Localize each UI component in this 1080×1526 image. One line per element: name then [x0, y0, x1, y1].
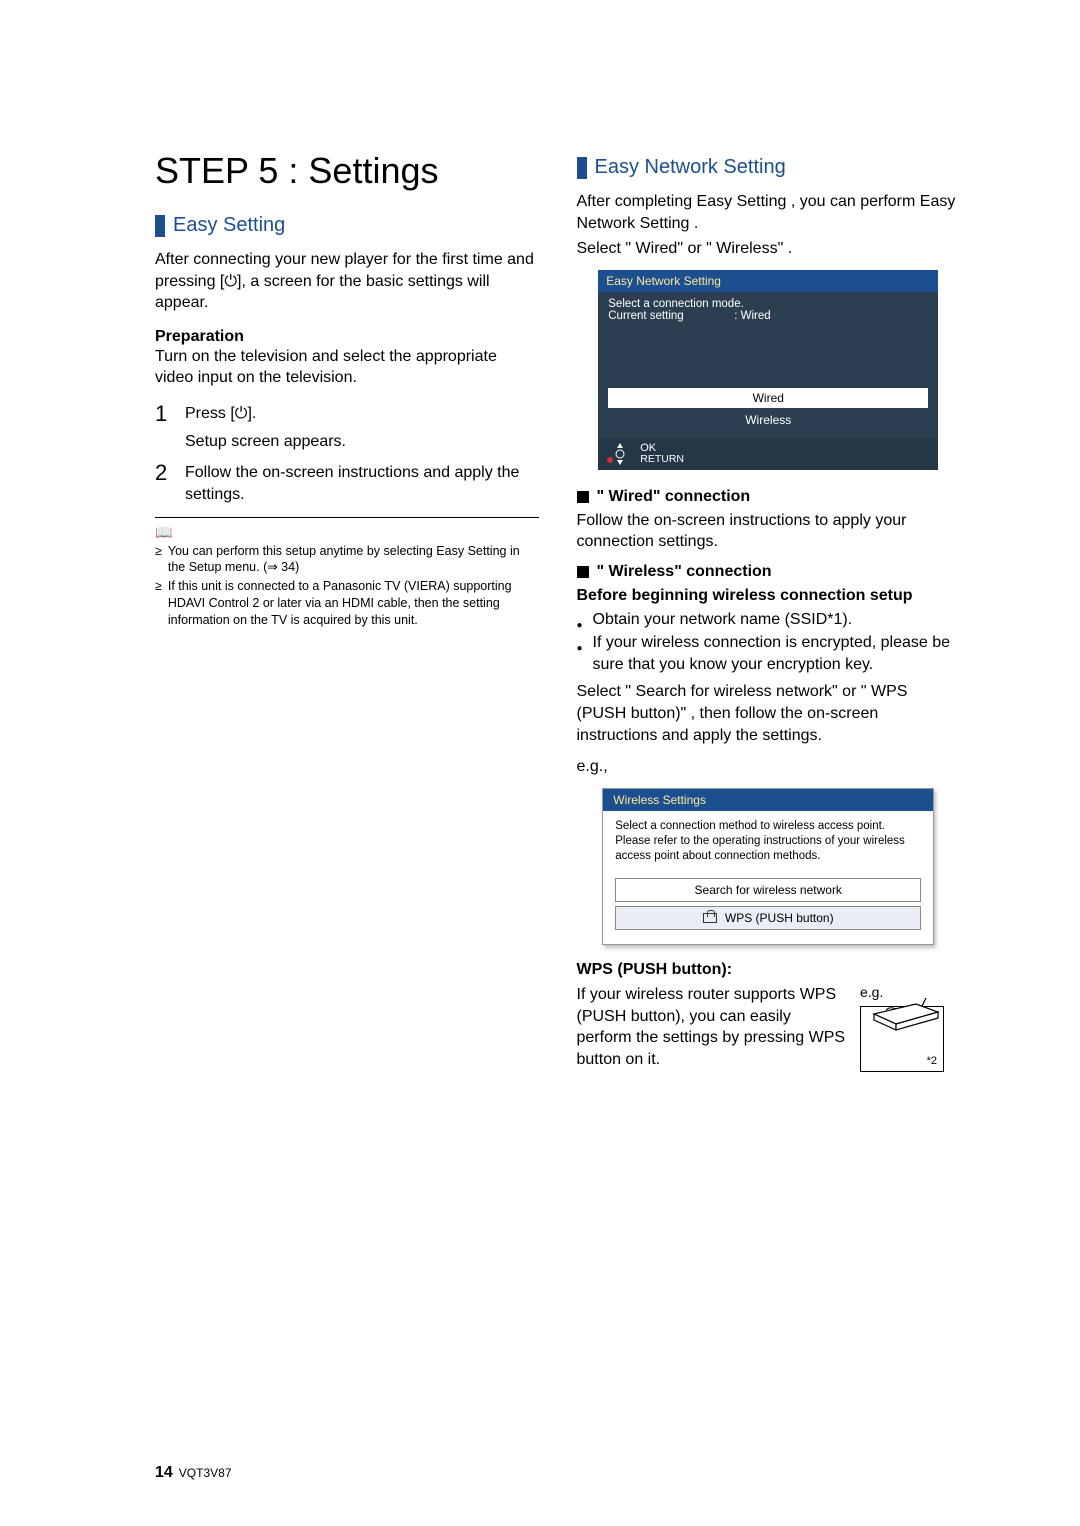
steps-list: 1 Press [⏻]. Setup screen appears. 2 Fol…: [155, 403, 539, 507]
ui-kv-val: : Wired: [734, 310, 770, 322]
ui-options: Wired Wireless: [598, 384, 938, 438]
section-title-network: Easy Network Setting: [595, 156, 786, 179]
ui2-option-wps[interactable]: WPS (PUSH button): [615, 906, 921, 930]
divider: [155, 517, 539, 518]
ui-body: Select a connection mode. Current settin…: [598, 292, 938, 384]
easy-network-ui: Easy Network Setting Select a connection…: [598, 270, 938, 470]
ui-header: Easy Network Setting: [598, 270, 938, 292]
router-figure: *2: [860, 1006, 960, 1072]
before-begin-head: Before beginning wireless connection set…: [577, 585, 961, 607]
step-1: 1 Press [⏻]. Setup screen appears.: [155, 403, 539, 454]
bullet-icon: [577, 609, 587, 631]
square-bullet-icon: [577, 566, 589, 578]
section-bar-icon: [155, 215, 165, 237]
list-item: If your wireless connection is encrypted…: [577, 632, 961, 675]
ui-body-line1: Select a connection mode.: [608, 298, 928, 310]
step-2-text: Follow the on-screen instructions and ap…: [185, 464, 519, 503]
ui-option-wired[interactable]: Wired: [608, 388, 928, 408]
notes-block: You can perform this setup anytime by se…: [155, 543, 539, 629]
wireless-prep-list: Obtain your network name (SSID*1). If yo…: [577, 609, 961, 676]
note-book-icon: 📖: [155, 524, 539, 541]
list-item: Obtain your network name (SSID*1).: [577, 609, 961, 631]
wireless-head-text: " Wireless" connection: [597, 563, 772, 581]
step-number: 1: [155, 403, 173, 454]
bullet-text: If your wireless connection is encrypted…: [593, 632, 961, 675]
doc-code: VQT3V87: [179, 1466, 232, 1480]
ui-return-label: RETURN: [640, 454, 684, 466]
note-item: You can perform this setup anytime by se…: [155, 543, 539, 577]
easy-setting-intro: After connecting your new player for the…: [155, 249, 539, 314]
bullet-icon: [577, 632, 587, 675]
ui2-opt2-text: WPS (PUSH button): [725, 911, 834, 925]
right-column: Easy Network Setting After completing Ea…: [577, 150, 961, 1072]
note-text: If this unit is connected to a Panasonic…: [168, 578, 539, 629]
ui2-header: Wireless Settings: [603, 789, 933, 811]
wired-text: Follow the on-screen instructions to app…: [577, 510, 961, 553]
preparation-text: Turn on the television and select the ap…: [155, 346, 539, 389]
page-number: 14: [155, 1464, 173, 1482]
wps-push-head: WPS (PUSH button):: [577, 959, 961, 981]
note-text: You can perform this setup anytime by se…: [168, 543, 539, 577]
ui-kv-key: Current setting: [608, 310, 728, 322]
wired-connection-head: " Wired" connection: [577, 488, 961, 506]
note-item: If this unit is connected to a Panasonic…: [155, 578, 539, 629]
ui2-option-search[interactable]: Search for wireless network: [615, 878, 921, 902]
step-number: 2: [155, 462, 173, 507]
footnote-star2: *2: [927, 1055, 937, 1067]
wps-lock-icon: [703, 913, 717, 923]
wireless-settings-ui: Wireless Settings Select a connection me…: [602, 788, 934, 945]
eg-label: e.g.,: [577, 756, 961, 778]
square-bullet-icon: [577, 491, 589, 503]
wired-head-text: " Wired" connection: [597, 488, 751, 506]
network-intro-2: Select " Wired" or " Wireless" .: [577, 238, 961, 260]
wps-text: If your wireless router supports WPS (PU…: [577, 984, 847, 1070]
section-easy-setting-head: Easy Setting: [155, 214, 539, 237]
network-intro-1: After completing Easy Setting , you can …: [577, 191, 961, 234]
dpad-icon: [606, 442, 634, 466]
section-bar-icon: [577, 157, 587, 179]
ui-option-wireless[interactable]: Wireless: [608, 410, 928, 430]
page-title: STEP 5 : Settings: [155, 150, 539, 192]
wireless-connection-head: " Wireless" connection: [577, 563, 961, 581]
step-1-sub: Setup screen appears.: [185, 431, 346, 453]
router-icon: [866, 996, 944, 1037]
page-footer: 14 VQT3V87: [155, 1464, 232, 1482]
section-title-easy-setting: Easy Setting: [173, 214, 285, 237]
ui2-body-text: Select a connection method to wireless a…: [603, 811, 933, 868]
select-wireless-text: Select " Search for wireless network" or…: [577, 681, 961, 746]
bullet-icon: [155, 543, 162, 577]
step-1-text: Press [⏻].: [185, 405, 256, 422]
bullet-text: Obtain your network name (SSID*1).: [593, 609, 853, 631]
section-network-head: Easy Network Setting: [577, 156, 961, 179]
ui-footer: OK RETURN: [598, 438, 938, 470]
bullet-icon: [155, 578, 162, 629]
preparation-head: Preparation: [155, 328, 539, 346]
left-column: STEP 5 : Settings Easy Setting After con…: [155, 150, 539, 1072]
step-2: 2 Follow the on-screen instructions and …: [155, 462, 539, 507]
